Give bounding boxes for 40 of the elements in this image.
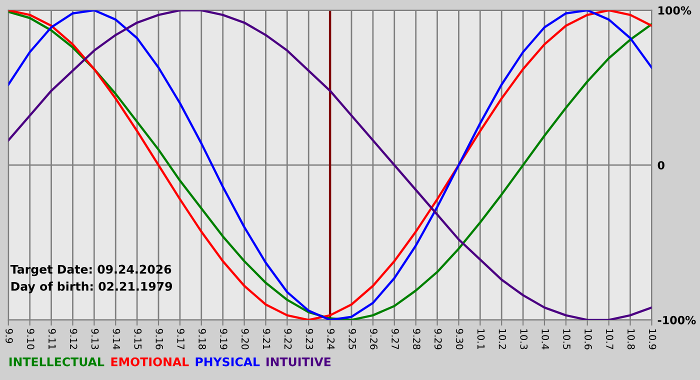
x-tick-label: 10.9: [648, 329, 656, 350]
x-tick-label: 9.17: [177, 328, 184, 350]
x-tick-label: 9.9: [6, 328, 13, 344]
x-tick-label: 9.22: [284, 328, 292, 349]
x-tick-label: 9.19: [220, 328, 228, 350]
text: INTELLECTUAL: [9, 357, 104, 366]
x-tick-label: 10.7: [606, 329, 614, 350]
x-tick-label: 9.15: [134, 328, 142, 350]
x-tick-label: 10.2: [498, 329, 506, 349]
x-tick-label: 9.21: [262, 328, 270, 350]
x-tick-label: 10.4: [542, 329, 550, 350]
x-tick-label: 9.28: [413, 328, 420, 350]
x-tick-label: 9.14: [112, 328, 120, 350]
text: EMOTIONAL: [111, 357, 189, 366]
text: PHYSICAL: [196, 357, 260, 366]
y-tick-label: 100%: [658, 6, 692, 15]
x-tick-label: 9.18: [198, 328, 206, 350]
x-tick-label: 9.10: [27, 328, 34, 350]
x-tick-label: 9.27: [392, 328, 399, 350]
x-tick-label: 9.24: [327, 328, 335, 350]
x-tick-label: 9.20: [241, 328, 249, 350]
x-tick-label: 9.23: [306, 328, 314, 350]
x-tick-label: 9.12: [70, 328, 78, 349]
y-tick-label: -100%: [658, 316, 696, 324]
x-tick-label: 9.16: [156, 328, 164, 350]
annotation: Day of birth: 02.21.1979: [11, 282, 172, 294]
x-tick-label: 10.8: [627, 329, 635, 350]
x-tick-label: 9.30: [456, 328, 464, 350]
text: INTUITIVE: [266, 358, 331, 366]
x-tick-label: 9.11: [48, 328, 56, 350]
x-tick-label: 10.5: [563, 329, 570, 350]
annotation: Target Date: 09.24.2026: [10, 264, 172, 276]
x-tick-label: 10.1: [477, 329, 485, 350]
x-tick-label: 10.6: [584, 329, 592, 350]
x-tick-label: 9.25: [348, 328, 356, 350]
x-tick-label: 9.13: [91, 328, 99, 350]
x-tick-label: 9.29: [434, 328, 442, 350]
x-tick-label: 9.26: [370, 328, 378, 350]
y-tick-label: 0: [658, 161, 664, 170]
x-tick-label: 10.3: [520, 329, 528, 350]
